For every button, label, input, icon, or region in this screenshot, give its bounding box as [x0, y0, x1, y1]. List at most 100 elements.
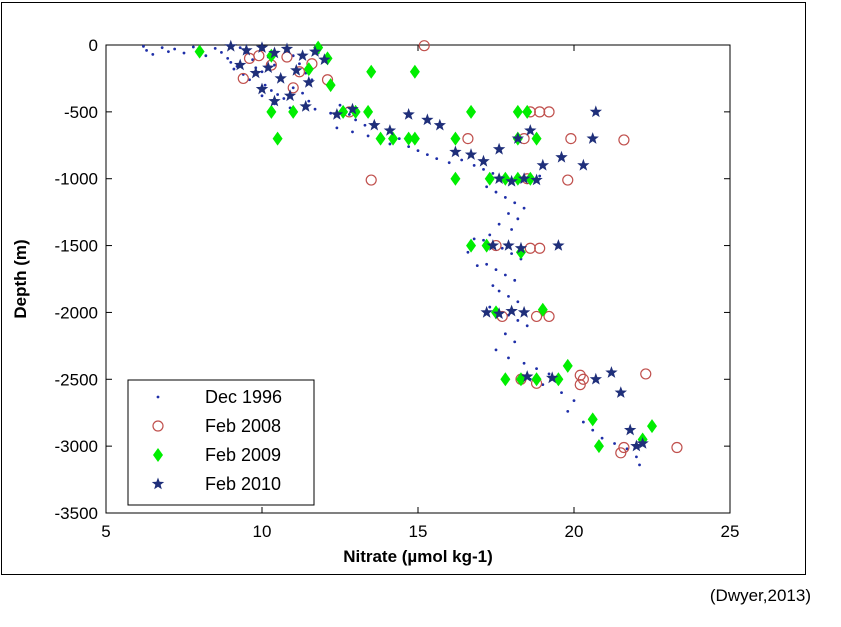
data-point: [191, 45, 195, 49]
data-point: [383, 124, 397, 136]
data-point: [543, 310, 555, 323]
y-tick-label: -3500: [55, 504, 98, 523]
data-point: [492, 172, 506, 184]
data-point: [503, 273, 507, 277]
data-point: [237, 72, 249, 85]
data-point: [615, 447, 627, 459]
data-point: [507, 294, 510, 298]
data-point: [521, 370, 534, 382]
data-point: [640, 368, 652, 380]
data-point: [547, 372, 551, 376]
data-point: [460, 158, 464, 162]
y-tick-label: -500: [64, 103, 98, 122]
data-point: [593, 439, 604, 454]
data-point: [220, 50, 223, 54]
legend-marker: [151, 477, 165, 490]
data-point: [538, 174, 542, 178]
data-point: [511, 132, 524, 144]
data-point: [491, 171, 495, 175]
data-point: [308, 45, 322, 57]
data-point: [425, 153, 429, 157]
data-point: [630, 439, 643, 452]
data-point: [625, 447, 629, 451]
data-point: [204, 54, 208, 58]
series-dec-1996: [142, 44, 641, 467]
data-point: [488, 233, 492, 237]
data-point: [534, 106, 546, 118]
data-point: [251, 58, 255, 62]
data-point: [524, 242, 536, 254]
data-point: [546, 371, 559, 384]
data-point: [618, 441, 630, 454]
data-point: [288, 104, 299, 119]
data-point: [298, 62, 301, 66]
data-point: [263, 83, 267, 87]
data-point: [572, 399, 576, 403]
series-feb-2010: [224, 39, 649, 452]
data-point: [530, 310, 543, 323]
data-point: [555, 150, 568, 163]
data-point: [562, 358, 573, 373]
data-point: [240, 43, 253, 56]
data-point: [522, 361, 526, 365]
data-point: [503, 332, 507, 336]
x-tick-label: 10: [253, 522, 272, 541]
data-point: [368, 118, 381, 131]
data-point: [449, 145, 462, 158]
data-point: [577, 158, 590, 171]
data-point: [635, 455, 638, 459]
data-point: [226, 56, 230, 60]
data-point: [636, 437, 649, 449]
data-point: [624, 423, 637, 436]
data-point: [262, 61, 275, 73]
data-point: [375, 131, 386, 146]
data-point: [224, 39, 237, 52]
data-point: [268, 94, 281, 107]
data-point: [534, 242, 546, 254]
data-point: [494, 190, 498, 194]
data-point: [574, 379, 586, 391]
data-point: [365, 174, 377, 186]
data-point: [566, 409, 570, 413]
data-point: [488, 305, 492, 309]
data-point: [330, 108, 344, 120]
data-point: [462, 133, 474, 145]
data-point: [525, 171, 536, 186]
data-point: [287, 82, 299, 94]
data-point: [307, 99, 311, 103]
y-tick-label: -2500: [55, 370, 98, 389]
data-point: [249, 66, 262, 79]
data-point: [303, 62, 314, 77]
data-point: [151, 52, 155, 56]
data-point: [494, 348, 498, 352]
legend-label: Feb 2008: [205, 416, 281, 436]
data-point: [497, 222, 501, 226]
x-tick-label: 15: [409, 522, 428, 541]
data-point: [516, 319, 520, 322]
data-point: [486, 239, 500, 251]
data-point: [522, 104, 533, 119]
data-point: [536, 158, 549, 171]
legend-label: Dec 1996: [205, 387, 282, 407]
data-point: [482, 167, 485, 171]
data-point: [491, 284, 495, 288]
data-point: [269, 89, 273, 92]
data-point: [388, 131, 399, 146]
legend: Dec 1996 Feb 2008 Feb 2009 Feb 2010: [127, 379, 315, 506]
data-point: [366, 134, 370, 138]
data-point: [403, 131, 414, 146]
data-point: [232, 67, 236, 71]
data-point: [346, 102, 359, 115]
legend-label: Feb 2009: [205, 445, 281, 465]
data-point: [531, 372, 542, 387]
y-axis-title: Depth (m): [11, 239, 30, 318]
data-point: [313, 107, 317, 111]
data-point: [418, 40, 430, 52]
data-point: [618, 134, 630, 146]
data-point: [173, 47, 177, 51]
data-point: [481, 238, 492, 253]
data-point: [537, 302, 548, 317]
data-point: [503, 196, 507, 199]
data-point: [516, 217, 520, 221]
data-point: [513, 340, 517, 344]
